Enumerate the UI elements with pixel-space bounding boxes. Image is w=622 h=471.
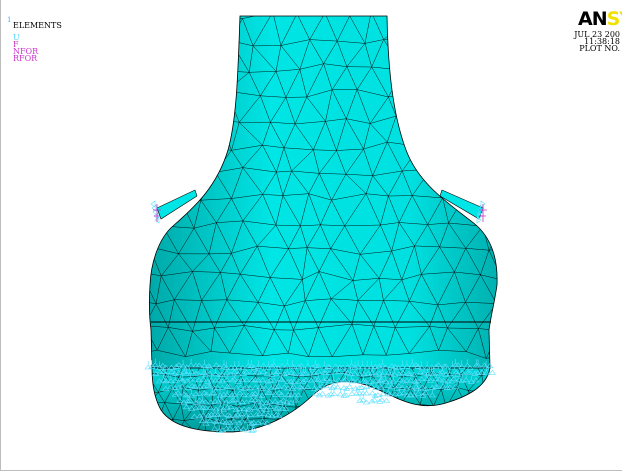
ansys-logo: ANSY [578,8,622,30]
plot-date: JUL 23 200 [574,30,620,39]
plot-number-label: PLOT NO. [579,44,620,53]
spring-strut-right [439,189,484,220]
legend: U F NFOR RFOR [13,33,39,63]
bone-body [148,15,498,369]
legend-item-rfor: RFOR [13,54,38,63]
spring-strut-left [156,189,198,220]
plot-stamp: JUL 23 200 11:38:18 PLOT NO. [574,30,620,53]
window-number: 1 [7,16,12,24]
plot-time: 11:38:18 [584,37,620,46]
legend-item-nfor: NFOR [13,47,39,56]
plot-title: ELEMENTS [13,21,62,30]
legend-item-u: U [13,33,20,42]
force-markers [153,204,487,222]
legend-item-f: F [13,40,19,49]
